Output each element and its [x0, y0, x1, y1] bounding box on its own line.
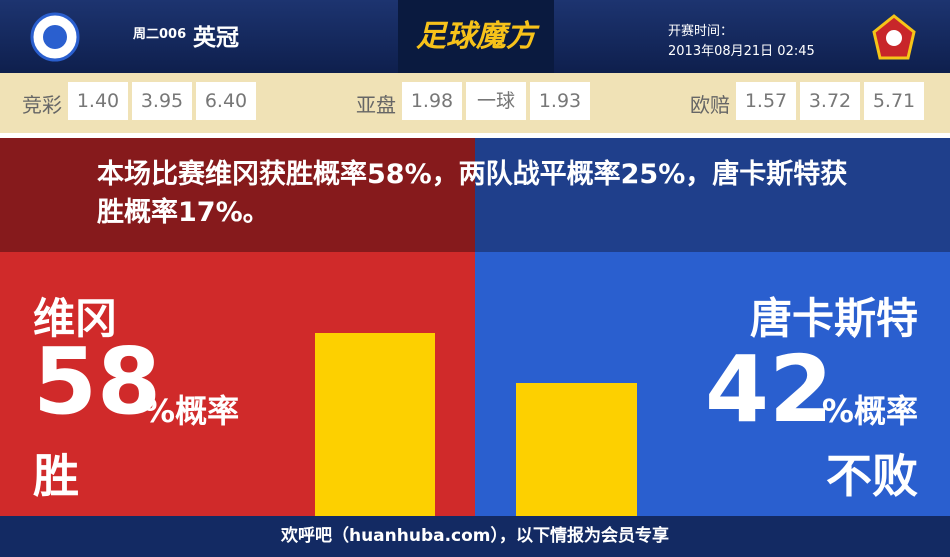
summary: 本场比赛维冈获胜概率58%，两队战平概率25%，唐卡斯特获胜概率17%。: [97, 159, 848, 228]
odds-value: 1.98: [402, 82, 462, 120]
summary-bg-left: [0, 138, 475, 252]
odds-value: 一球: [466, 82, 526, 120]
odds-bar: 竞彩 1.40 3.95 6.40 亚盘 1.98 一球 1.93 欧赔 1.57 3.72 5.71: [0, 73, 950, 133]
header: 周二006 英冠 足球魔方 开赛时间： 2013年08月21日 02:45: [0, 0, 950, 73]
summary-bg-right: [475, 138, 950, 252]
odds-value: 1.93: [530, 82, 590, 120]
odds-value: 1.57: [736, 82, 796, 120]
footer: 欢呼吧（huanhuba.com），以下情报为会员专享: [0, 516, 950, 557]
odds-value: 3.72: [800, 82, 860, 120]
odds-value: 6.40: [196, 82, 256, 120]
home-bar: [315, 332, 435, 516]
away-team: 唐卡斯特: [749, 294, 918, 343]
away-bar: [516, 383, 637, 516]
away-percent: 42: [705, 336, 834, 443]
away-outcome: 不败: [826, 449, 918, 503]
odds-label: 竞彩: [22, 93, 62, 117]
odds-label: 亚盘: [356, 93, 396, 117]
home-percent: 58: [33, 328, 162, 435]
league: 英冠: [193, 25, 239, 51]
home-outcome: 胜: [33, 449, 79, 503]
odds-value: 3.95: [132, 82, 192, 120]
time: 2013年08月21日 02:45: [668, 44, 815, 59]
away-unit: %概率: [821, 392, 918, 430]
home-unit: %概率: [143, 392, 240, 430]
away-logo: [872, 14, 916, 60]
odds-label: 欧赔: [690, 93, 730, 117]
time-label: 开赛时间：: [668, 24, 734, 39]
match-no: 周二006: [133, 27, 187, 42]
odds-value: 1.40: [68, 82, 128, 120]
home-team: 维冈: [33, 294, 118, 343]
brand: 足球魔方: [398, 0, 554, 73]
odds-value: 5.71: [864, 82, 924, 120]
home-logo: [30, 12, 80, 62]
